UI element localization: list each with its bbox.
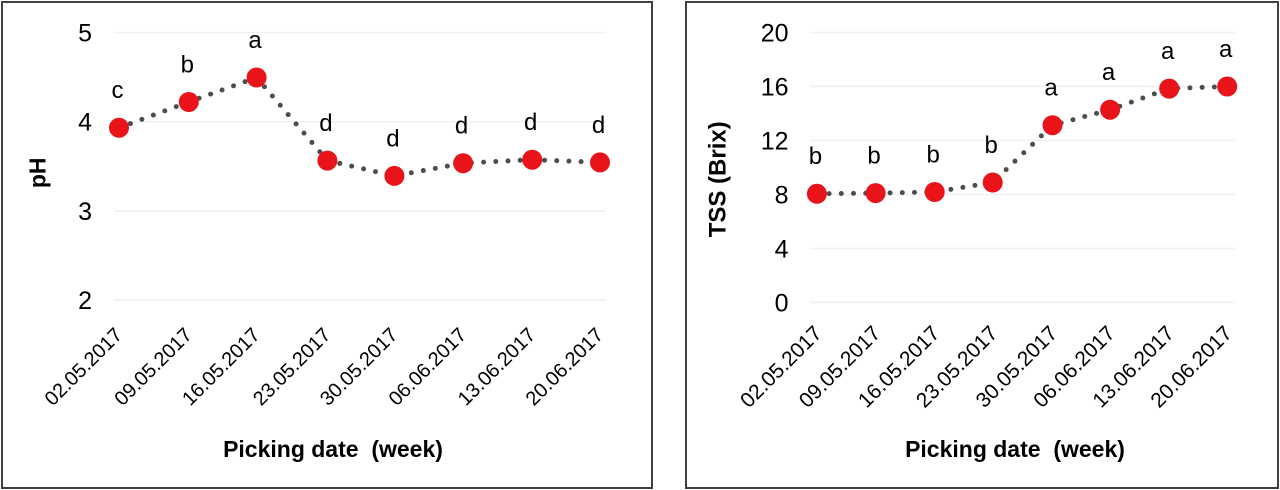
svg-text:b: b xyxy=(181,51,194,78)
svg-text:a: a xyxy=(1161,38,1175,65)
svg-text:d: d xyxy=(319,110,332,137)
svg-text:d: d xyxy=(524,109,537,136)
svg-text:TSS (Brix): TSS (Brix) xyxy=(704,121,731,237)
svg-text:3: 3 xyxy=(78,198,92,226)
svg-text:b: b xyxy=(809,143,822,170)
svg-text:4: 4 xyxy=(78,109,92,137)
svg-text:b: b xyxy=(985,132,998,159)
svg-text:d: d xyxy=(386,125,399,152)
svg-text:c: c xyxy=(112,77,124,104)
svg-text:5: 5 xyxy=(78,20,92,48)
svg-text:8: 8 xyxy=(775,181,789,209)
svg-text:d: d xyxy=(455,113,468,140)
svg-text:4: 4 xyxy=(775,235,789,263)
svg-text:20: 20 xyxy=(761,19,789,47)
svg-text:0: 0 xyxy=(775,289,789,317)
svg-text:12: 12 xyxy=(761,127,789,155)
svg-text:Picking date (week): Picking date (week) xyxy=(905,436,1125,462)
svg-text:16: 16 xyxy=(761,73,789,101)
svg-text:a: a xyxy=(248,27,262,54)
svg-text:b: b xyxy=(867,143,880,170)
svg-text:2: 2 xyxy=(78,287,92,315)
svg-text:Picking date (week): Picking date (week) xyxy=(223,436,443,462)
svg-text:d: d xyxy=(592,112,605,139)
svg-text:pH: pH xyxy=(24,157,50,188)
svg-text:a: a xyxy=(1044,75,1058,102)
svg-text:a: a xyxy=(1219,36,1233,63)
svg-text:a: a xyxy=(1102,59,1116,86)
svg-text:b: b xyxy=(927,141,940,168)
